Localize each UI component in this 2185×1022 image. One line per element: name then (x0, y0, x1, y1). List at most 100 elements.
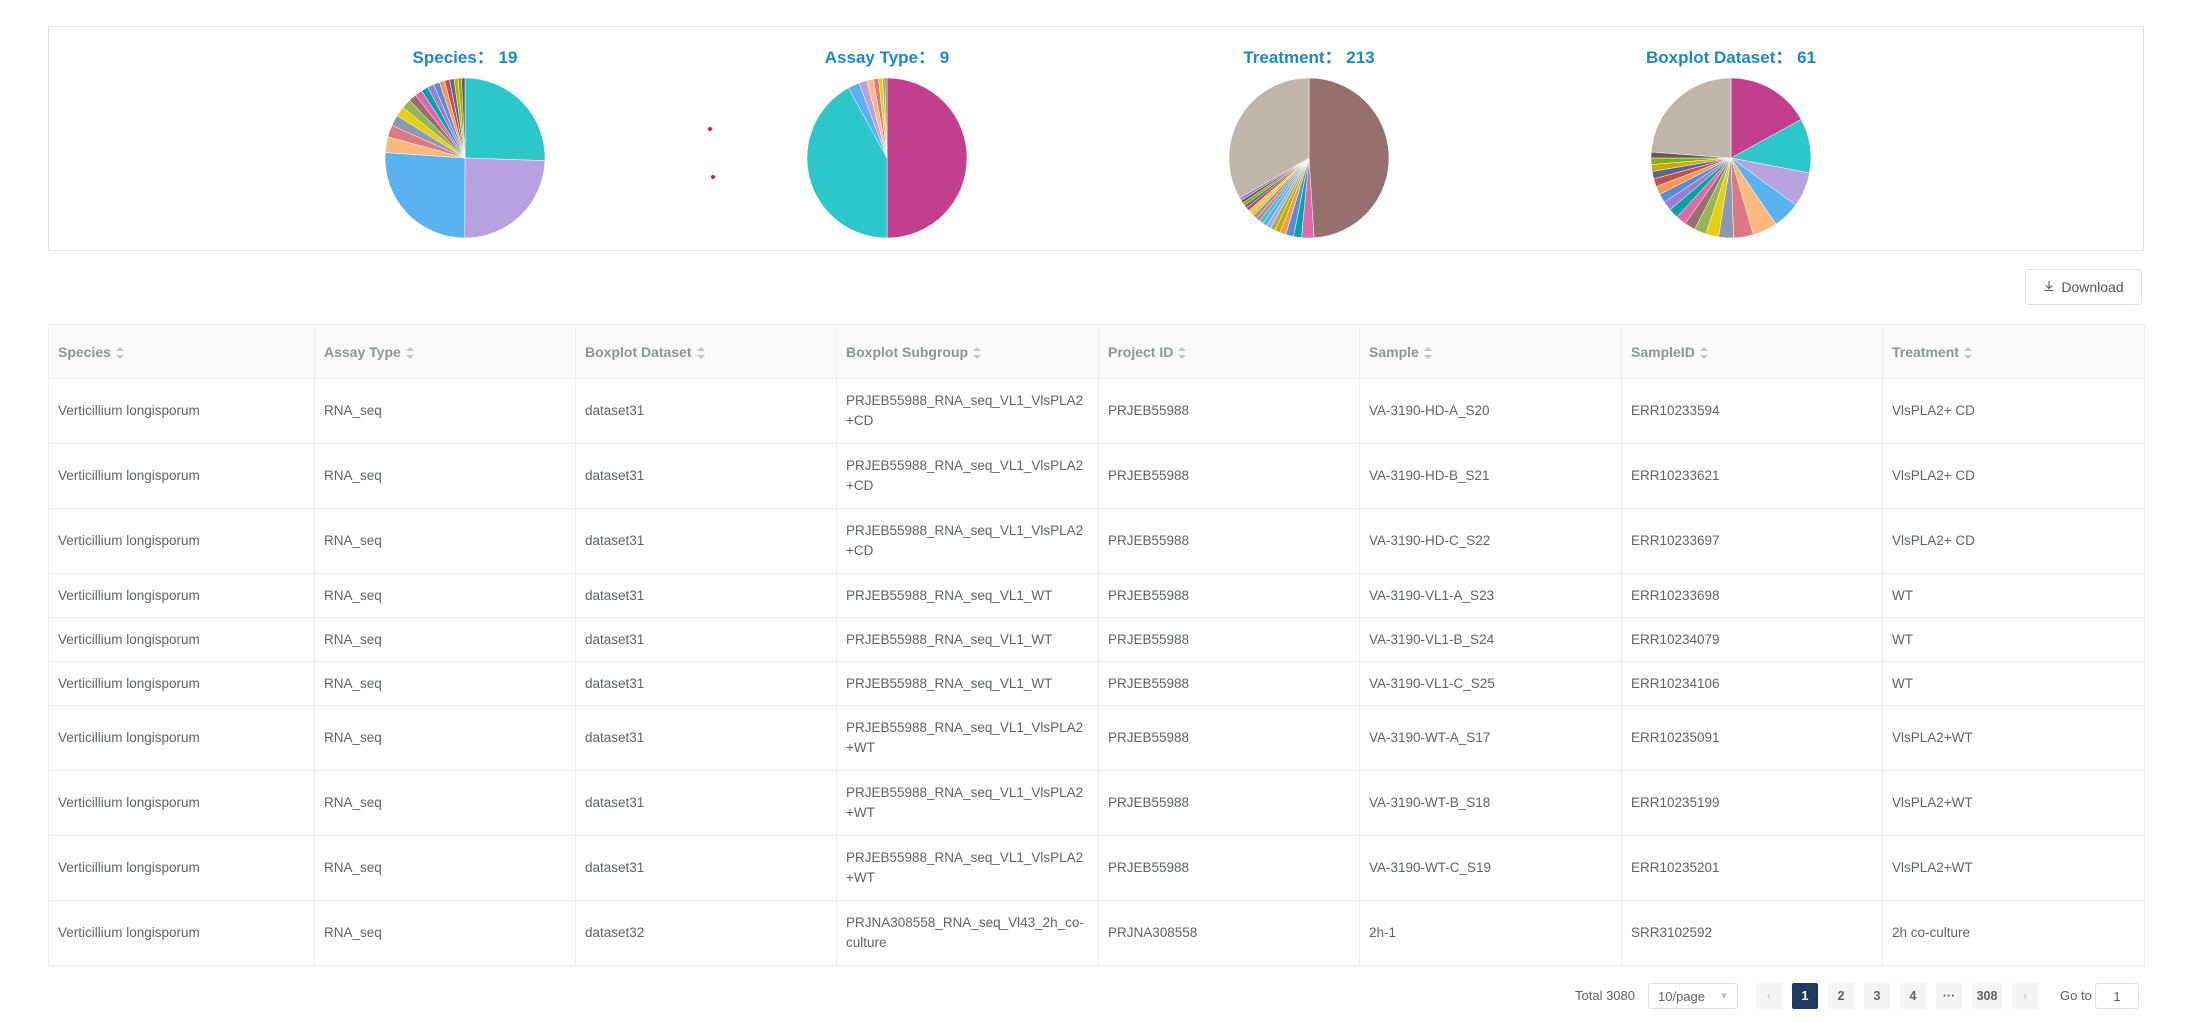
download-button[interactable]: Download (2025, 269, 2142, 305)
pie-slice[interactable] (384, 152, 466, 239)
pie-slice[interactable] (1228, 77, 1310, 199)
goto-page-input[interactable]: 1 (2095, 983, 2139, 1009)
chart-title: Treatment： 213 (1243, 48, 1375, 67)
cell-project-id: PRJEB55988 (1098, 770, 1360, 836)
table-row[interactable]: Verticillium longisporum RNA_seq dataset31… (48, 617, 2145, 662)
cell-sampleid: SRR3102592 (1621, 900, 1883, 966)
sort-icon[interactable] (1963, 346, 1972, 359)
cell-boxplot-dataset: dataset31 (575, 835, 837, 901)
pie-slice[interactable] (464, 157, 546, 239)
chart-title: Assay Type： 9 (824, 48, 950, 67)
cell-boxplot-dataset: dataset32 (575, 900, 837, 966)
cell-project-id: PRJEB55988 (1098, 378, 1360, 444)
cell-treatment: VlsPLA2+WT (1882, 770, 2145, 836)
sort-icon[interactable] (696, 346, 705, 359)
cell-assay-type: RNA_seq (314, 443, 576, 509)
pie-slice[interactable] (806, 87, 888, 239)
cell-assay-type: RNA_seq (314, 770, 576, 836)
cell-treatment: VlsPLA2+ CD (1882, 508, 2145, 574)
cell-species: Verticillium longisporum (48, 900, 315, 966)
page-size-select[interactable]: 10/page ▼ (1648, 983, 1738, 1009)
boxplot-dataset-chart: Boxplot Dataset： 61 (1581, 47, 1881, 240)
cell-project-id: PRJEB55988 (1098, 443, 1360, 509)
cell-boxplot-dataset: dataset31 (575, 443, 837, 509)
page-button-308[interactable]: 308 (1972, 983, 2002, 1009)
pie-slice[interactable] (886, 77, 968, 239)
cell-species: Verticillium longisporum (48, 508, 315, 574)
chevron-left-icon[interactable]: ‹ (1756, 983, 1782, 1009)
page-button-2[interactable]: 2 (1828, 983, 1854, 1009)
download-icon (2043, 279, 2055, 295)
download-label: Download (2061, 279, 2124, 295)
table-row[interactable]: Verticillium longisporum RNA_seq dataset31… (48, 508, 2145, 574)
cell-treatment: VlsPLA2+WT (1882, 835, 2145, 901)
treatment-pie[interactable] (1227, 76, 1391, 240)
table-row[interactable]: Verticillium longisporum RNA_seq dataset31… (48, 443, 2145, 509)
table-row[interactable]: Verticillium longisporum RNA_seq dataset31… (48, 573, 2145, 618)
cell-sampleid: ERR10235091 (1621, 705, 1883, 771)
table-row[interactable]: Verticillium longisporum RNA_seq dataset32… (48, 900, 2145, 966)
sort-icon[interactable] (1178, 346, 1187, 359)
sort-icon[interactable] (1699, 346, 1708, 359)
cell-sample: VA-3190-HD-C_S22 (1359, 508, 1622, 574)
col-header-project-id[interactable]: Project ID (1098, 324, 1360, 379)
col-header-sample[interactable]: Sample (1359, 324, 1622, 379)
cell-project-id: PRJEB55988 (1098, 835, 1360, 901)
table-row[interactable]: Verticillium longisporum RNA_seq dataset31… (48, 378, 2145, 444)
pie-slice[interactable] (884, 77, 888, 159)
cell-assay-type: RNA_seq (314, 378, 576, 444)
col-header-sampleid[interactable]: SampleID (1621, 324, 1883, 379)
table-row[interactable]: Verticillium longisporum RNA_seq dataset31… (48, 835, 2145, 901)
cell-species: Verticillium longisporum (48, 617, 315, 662)
col-header-boxplot-subgroup[interactable]: Boxplot Subgroup (836, 324, 1099, 379)
cell-boxplot-subgroup: PRJEB55988_RNA_seq_VL1_WT (836, 661, 1099, 706)
cell-treatment: VlsPLA2+WT (1882, 705, 2145, 771)
boxplot-dataset-pie[interactable] (1649, 76, 1813, 240)
cell-boxplot-subgroup: PRJNA308558_RNA_seq_Vl43_2h_co-culture (836, 900, 1099, 966)
pie-slice[interactable] (1308, 77, 1390, 239)
cell-species: Verticillium longisporum (48, 573, 315, 618)
cell-treatment: VlsPLA2+ CD (1882, 378, 2145, 444)
cell-sample: VA-3190-WT-B_S18 (1359, 770, 1622, 836)
page-ellipsis[interactable]: ··· (1936, 983, 1962, 1009)
pie-slice[interactable] (464, 77, 546, 161)
col-header-assay-type[interactable]: Assay Type (314, 324, 576, 379)
col-header-treatment[interactable]: Treatment (1882, 324, 2145, 379)
sort-icon[interactable] (973, 346, 982, 359)
cell-sampleid: ERR10233621 (1621, 443, 1883, 509)
cell-boxplot-dataset: dataset31 (575, 770, 837, 836)
charts-panel: Species： 19 Assay Type： 9 Treatment： 213… (48, 26, 2144, 251)
table-row[interactable]: Verticillium longisporum RNA_seq dataset31… (48, 770, 2145, 836)
species-pie[interactable] (383, 76, 547, 240)
data-table: Species Assay Type Boxplot Dataset Boxpl… (48, 324, 2145, 966)
cell-sample: VA-3190-VL1-B_S24 (1359, 617, 1622, 662)
chart-title: Species： 19 (412, 48, 518, 67)
pie-slice[interactable] (1730, 77, 1802, 159)
cell-treatment: VlsPLA2+ CD (1882, 443, 2145, 509)
page-button-4[interactable]: 4 (1900, 983, 1926, 1009)
cell-sampleid: ERR10235199 (1621, 770, 1883, 836)
sort-icon[interactable] (1423, 346, 1432, 359)
col-header-species[interactable]: Species (48, 324, 315, 379)
assay-type-pie[interactable] (805, 76, 969, 240)
pagination-total: Total 3080 (1575, 988, 1635, 1003)
pie-slice[interactable] (1650, 77, 1732, 159)
page-button-3[interactable]: 3 (1864, 983, 1890, 1009)
col-header-boxplot-dataset[interactable]: Boxplot Dataset (575, 324, 837, 379)
table-row[interactable]: Verticillium longisporum RNA_seq dataset31… (48, 705, 2145, 771)
cell-boxplot-dataset: dataset31 (575, 661, 837, 706)
page-button-1[interactable]: 1 (1792, 983, 1818, 1009)
cell-boxplot-subgroup: PRJEB55988_RNA_seq_VL1_VlsPLA2+CD (836, 378, 1099, 444)
cell-assay-type: RNA_seq (314, 661, 576, 706)
cell-species: Verticillium longisporum (48, 770, 315, 836)
marker-dot (708, 127, 712, 131)
sort-icon[interactable] (115, 346, 124, 359)
cell-treatment: 2h co-culture (1882, 900, 2145, 966)
chevron-right-icon[interactable]: › (2012, 983, 2038, 1009)
cell-sample: VA-3190-WT-A_S17 (1359, 705, 1622, 771)
pie-slice[interactable] (461, 77, 466, 159)
table-row[interactable]: Verticillium longisporum RNA_seq dataset31… (48, 661, 2145, 706)
cell-species: Verticillium longisporum (48, 835, 315, 901)
marker-dot (711, 175, 715, 179)
sort-icon[interactable] (405, 346, 414, 359)
